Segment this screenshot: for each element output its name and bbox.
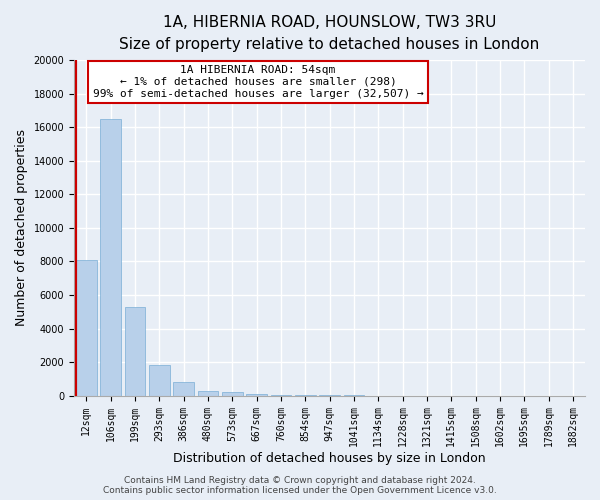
Text: Contains HM Land Registry data © Crown copyright and database right 2024.
Contai: Contains HM Land Registry data © Crown c… [103,476,497,495]
Bar [100,119,121,396]
Bar [222,392,242,396]
Bar [246,394,267,396]
Bar [76,260,97,396]
Text: 1A HIBERNIA ROAD: 54sqm
← 1% of detached houses are smaller (298)
99% of semi-de: 1A HIBERNIA ROAD: 54sqm ← 1% of detached… [92,66,424,98]
Bar [125,306,145,396]
Bar [149,366,170,396]
Title: 1A, HIBERNIA ROAD, HOUNSLOW, TW3 3RU
Size of property relative to detached house: 1A, HIBERNIA ROAD, HOUNSLOW, TW3 3RU Siz… [119,15,539,52]
X-axis label: Distribution of detached houses by size in London: Distribution of detached houses by size … [173,452,486,465]
Y-axis label: Number of detached properties: Number of detached properties [15,130,28,326]
Bar [197,391,218,396]
Bar [173,382,194,396]
Bar [271,394,291,396]
Bar [295,395,316,396]
